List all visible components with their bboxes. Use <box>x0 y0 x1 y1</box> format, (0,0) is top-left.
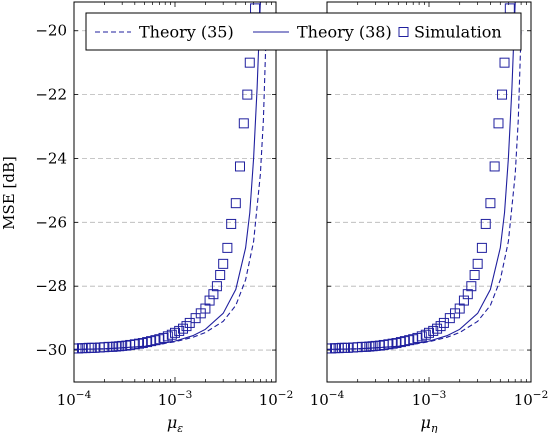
simulation-marker <box>181 321 192 332</box>
simulation-marker <box>74 343 79 354</box>
simulation-marker <box>387 338 398 349</box>
simulation-marker <box>499 57 510 68</box>
simulation-marker <box>177 323 188 334</box>
legend-label: Theory (38) <box>297 23 392 42</box>
simulation-marker <box>208 289 219 300</box>
theory-38-line <box>327 2 516 350</box>
x-tick-label: 10−2 <box>259 389 294 409</box>
x-axis-label: με <box>167 413 183 433</box>
simulation-marker <box>166 329 177 340</box>
simulation-marker <box>211 281 222 292</box>
x-tick-label: 10−3 <box>158 389 193 409</box>
x-axis-label: μη <box>421 413 438 433</box>
y-tick-label: −30 <box>35 341 67 359</box>
simulation-marker <box>242 89 253 100</box>
simulation-marker <box>469 270 480 281</box>
x-tick-label: 10−4 <box>310 389 345 409</box>
axes-frame <box>326 1 532 383</box>
x-tick-label: 10−2 <box>514 389 549 409</box>
simulation-marker <box>458 295 469 306</box>
series-group <box>74 2 267 354</box>
simulation-marker <box>404 335 415 346</box>
simulation-marker <box>480 218 491 229</box>
simulation-marker <box>327 343 332 354</box>
simulation-marker <box>133 338 144 349</box>
simulation-marker <box>466 281 477 292</box>
simulation-marker <box>472 258 483 269</box>
simulation-marker <box>250 3 261 14</box>
simulation-marker <box>218 258 229 269</box>
legend-box <box>85 12 522 51</box>
simulation-marker <box>504 3 515 14</box>
simulation-marker <box>162 331 173 342</box>
y-tick-label: −20 <box>35 22 67 40</box>
legend: Theory (35) Theory (38) Simulation <box>85 12 522 51</box>
series-group <box>327 2 522 354</box>
simulation-marker <box>204 295 215 306</box>
simulation-marker <box>416 331 427 342</box>
y-tick-label: −24 <box>35 149 67 167</box>
simulation-marker <box>493 118 504 129</box>
legend-label: Theory (35) <box>139 23 234 42</box>
simulation-marker <box>226 218 237 229</box>
y-tick-label: −26 <box>35 213 67 231</box>
simulation-marker <box>342 342 353 353</box>
panel-left: 10−4 10−3 10−2 −20 −22 −24 −26 −28 −30 με <box>35 1 294 433</box>
y-tick-label: −28 <box>35 277 67 295</box>
simulation-marker <box>244 57 255 68</box>
axes-frame <box>73 1 277 383</box>
simulation-marker <box>432 323 443 334</box>
simulation-marker <box>142 337 153 348</box>
simulation-marker <box>121 340 132 351</box>
simulation-marker <box>215 270 226 281</box>
simulation-marker <box>497 89 508 100</box>
simulation-marker <box>489 161 500 172</box>
simulation-marker <box>234 161 245 172</box>
simulation-marker <box>395 337 406 348</box>
panel-right: 10−4 10−3 10−2 μη <box>310 1 549 433</box>
legend-simulation-marker <box>398 27 409 37</box>
simulation-marker <box>230 198 241 209</box>
x-tick-label: 10−3 <box>412 389 447 409</box>
theory-35-line <box>74 30 267 350</box>
theory-38-line <box>74 2 261 350</box>
theory-35-line <box>327 30 522 350</box>
legend-label: Simulation <box>414 23 502 42</box>
simulation-marker <box>336 342 347 353</box>
simulation-marker <box>83 342 94 353</box>
y-tick-label: −22 <box>35 86 67 104</box>
simulation-marker <box>485 198 496 209</box>
simulation-marker <box>89 342 100 353</box>
simulation-marker <box>222 242 233 253</box>
simulation-marker <box>435 321 446 332</box>
simulation-marker <box>420 329 431 340</box>
y-axis-label: MSE [dB] <box>0 156 18 230</box>
simulation-marker <box>462 289 473 300</box>
simulation-marker <box>476 242 487 253</box>
simulation-marker <box>238 118 249 129</box>
x-tick-label: 10−4 <box>57 389 92 409</box>
simulation-marker <box>150 335 161 346</box>
